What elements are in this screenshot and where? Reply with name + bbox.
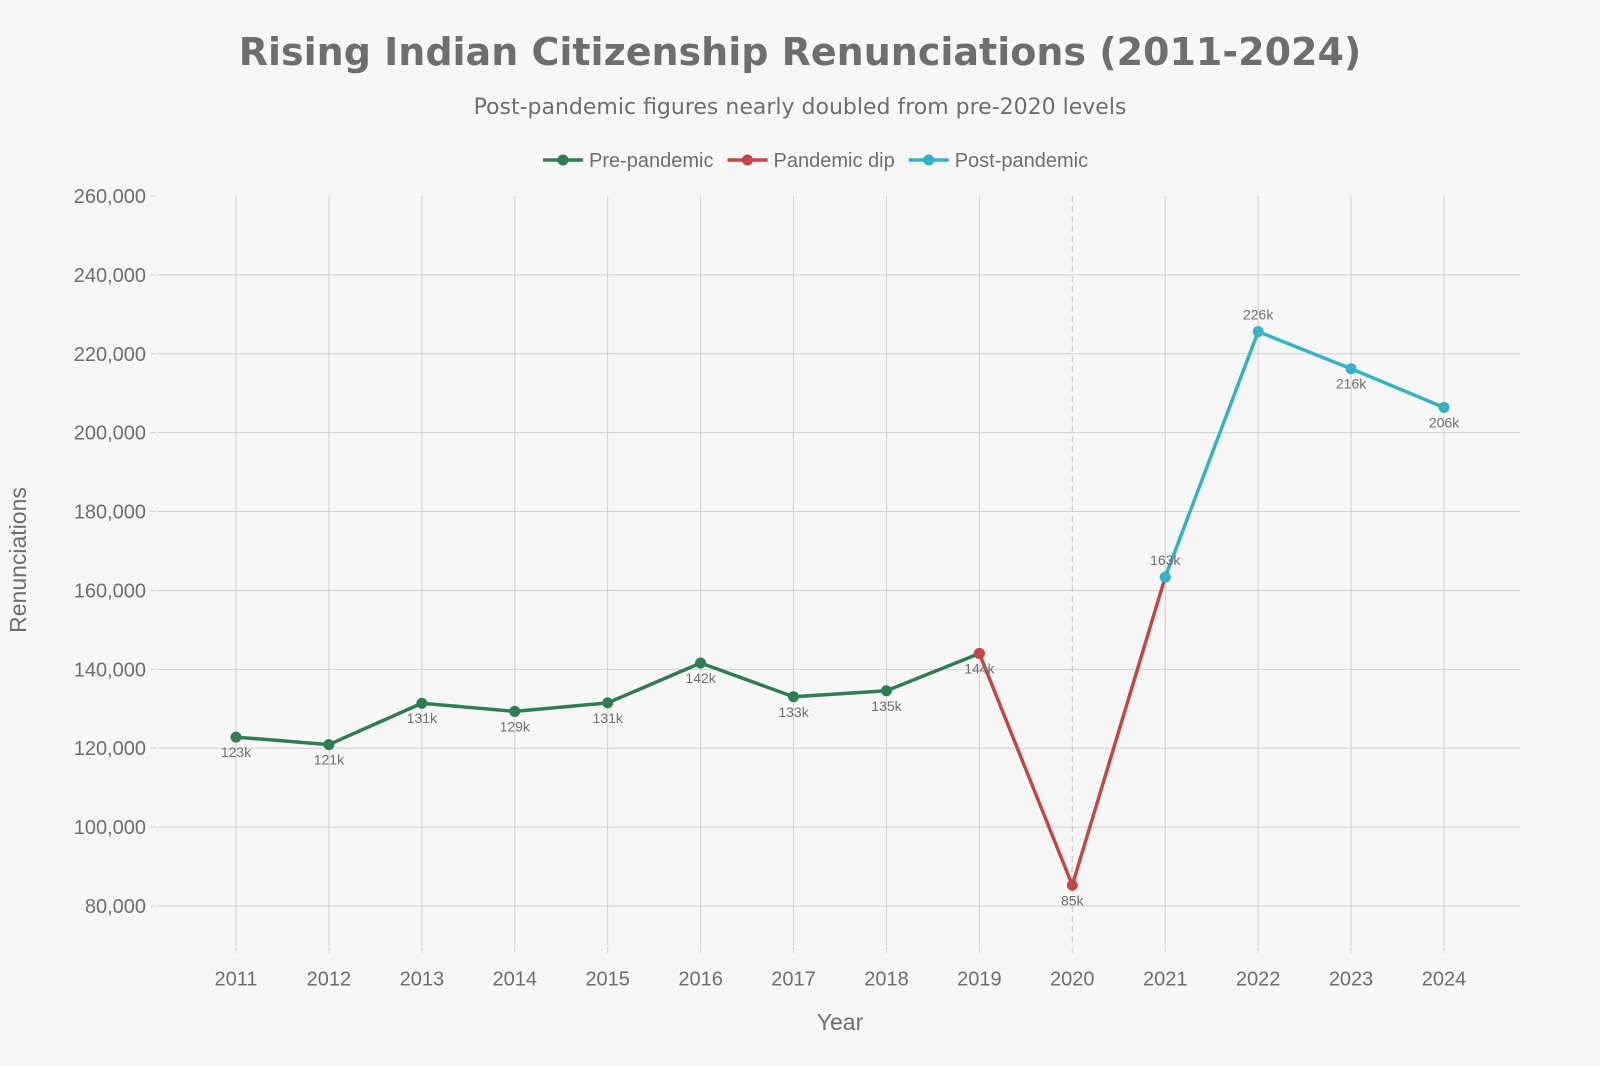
legend: Pre-pandemic Pandemic dip Post-pandemic (543, 150, 1088, 172)
data-label: 123k (221, 744, 252, 760)
data-point-post-pandemic (1345, 363, 1357, 375)
legend-label-pre-pandemic: Pre-pandemic (589, 150, 714, 172)
data-label: 121k (314, 752, 345, 768)
x-tick-label: 2012 (307, 968, 352, 990)
data-label: 135k (871, 698, 902, 714)
x-tick-label: 2021 (1143, 968, 1188, 990)
data-label: 206k (1429, 415, 1460, 431)
series-line-post-pandemic (1163, 329, 1445, 578)
y-tick-label: 140,000 (74, 659, 146, 681)
x-tick-label: 2015 (585, 968, 630, 990)
data-label: 131k (593, 710, 624, 726)
x-tick-label: 2016 (678, 968, 723, 990)
data-point-pre-pandemic (323, 739, 335, 751)
data-point-pandemic-dip (1066, 879, 1078, 891)
data-point-pre-pandemic (880, 685, 892, 697)
chart-subtitle: Post-pandemic figures nearly doubled fro… (473, 95, 1127, 120)
y-axis-title: Renunciations (5, 487, 31, 633)
y-tick-label: 120,000 (74, 738, 146, 760)
grid (158, 196, 1520, 946)
data-point-pandemic-dip (973, 647, 985, 659)
y-tick-label: 260,000 (74, 186, 146, 208)
data-label: 142k (685, 670, 716, 686)
data-labels: 123k 121k 131k 129k 131k 142k 133k 135k 144k 85k 1… (221, 307, 1460, 909)
x-tick-label: 2024 (1422, 968, 1467, 990)
legend-label-pandemic-dip: Pandemic dip (774, 150, 895, 172)
x-tick-label: 2011 (214, 968, 257, 990)
data-point-post-pandemic (1252, 326, 1264, 338)
data-point-post-pandemic (1159, 571, 1171, 583)
y-tick-label: 160,000 (74, 580, 146, 602)
data-label: 144k (964, 660, 995, 676)
x-tick-label: 2022 (1236, 968, 1281, 990)
data-label: 85k (1061, 892, 1085, 908)
data-point-pre-pandemic (416, 697, 428, 709)
data-label: 133k (778, 704, 809, 720)
chart-title: Rising Indian Citizenship Renunciations … (238, 30, 1362, 74)
x-tick-label: 2017 (771, 968, 816, 990)
series-group (230, 326, 1450, 891)
x-tick-label: 2019 (957, 968, 1002, 990)
data-point-pre-pandemic (788, 691, 800, 703)
data-label: 163k (1150, 552, 1181, 568)
legend-label-post-pandemic: Post-pandemic (955, 150, 1088, 172)
y-tick-label: 100,000 (74, 817, 146, 839)
data-point-pre-pandemic (695, 657, 707, 669)
data-point-pre-pandemic (230, 731, 242, 743)
legend-marker-pre-pandemic (557, 154, 569, 166)
y-tick-label: 220,000 (74, 344, 146, 366)
x-tick-label: 2014 (493, 968, 538, 990)
data-label: 131k (407, 710, 438, 726)
x-axis-title: Year (817, 1009, 864, 1035)
data-point-post-pandemic (1438, 402, 1450, 414)
y-tick-label: 80,000 (85, 896, 146, 918)
data-label: 226k (1243, 307, 1274, 323)
x-tick-label: 2023 (1329, 968, 1374, 990)
y-tick-label: 180,000 (74, 502, 146, 524)
y-axis: 80,000 100,000 120,000 140,000 160,000 180,00… (74, 186, 156, 918)
x-tick-label: 2018 (864, 968, 909, 990)
data-point-pre-pandemic (509, 705, 521, 717)
data-label: 129k (500, 718, 531, 734)
legend-marker-pandemic-dip (742, 154, 754, 166)
y-tick-label: 240,000 (74, 265, 146, 287)
x-tick-label: 2013 (400, 968, 445, 990)
data-point-pre-pandemic (602, 697, 614, 709)
data-label: 216k (1336, 376, 1367, 392)
x-axis: 2011 2012 2013 2014 2015 2016 2017 2018 2019 2020… (214, 947, 1466, 990)
legend-marker-post-pandemic (923, 154, 935, 166)
x-tick-label: 2020 (1050, 968, 1095, 990)
y-tick-label: 200,000 (74, 423, 146, 445)
